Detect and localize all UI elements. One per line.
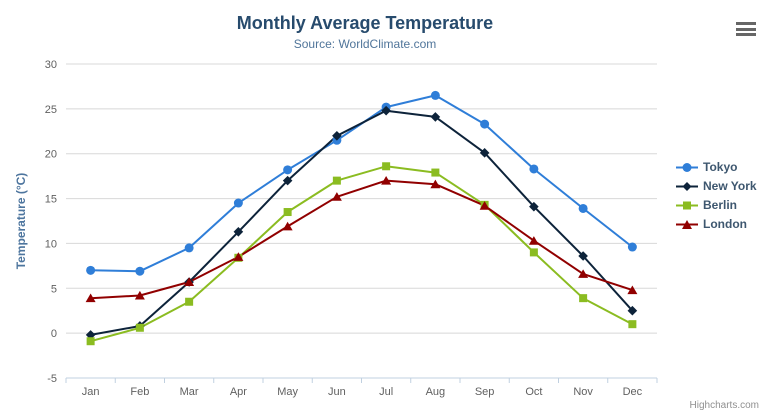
- y-axis-label: 30: [45, 59, 57, 71]
- y-axis-label: 15: [45, 194, 57, 206]
- hamburger-bar: [736, 22, 756, 25]
- data-point-tokyo-jan[interactable]: [86, 265, 96, 275]
- legend-symbol-diamond-icon: [676, 181, 698, 191]
- data-point-london-oct[interactable]: [528, 236, 539, 245]
- y-axis-label: 5: [51, 283, 57, 295]
- data-point-london-feb[interactable]: [134, 290, 145, 300]
- data-point-london-nov[interactable]: [578, 269, 589, 278]
- legend-item-new-york[interactable]: New York: [676, 179, 757, 193]
- x-axis-label-mar: Mar: [180, 386, 199, 398]
- x-axis-label-aug: Aug: [426, 386, 446, 398]
- data-point-new-york-dec[interactable]: [627, 305, 638, 316]
- legend-symbol-circle-icon: [676, 162, 698, 172]
- legend-label-berlin: Berlin: [703, 198, 738, 212]
- data-point-berlin-jul[interactable]: [382, 162, 391, 171]
- data-point-berlin-feb[interactable]: [135, 323, 144, 332]
- hamburger-bar: [736, 27, 756, 31]
- x-axis-label-feb: Feb: [130, 386, 149, 398]
- x-axis-label-may: May: [277, 386, 298, 398]
- y-axis-label: 10: [45, 238, 57, 250]
- data-point-tokyo-aug[interactable]: [430, 90, 440, 100]
- data-point-tokyo-nov[interactable]: [578, 203, 588, 213]
- legend-label-london: London: [703, 217, 747, 231]
- data-point-new-york-oct[interactable]: [529, 201, 539, 212]
- data-point-berlin-oct[interactable]: [529, 248, 538, 257]
- y-axis-label: -5: [47, 373, 57, 385]
- data-point-london-apr[interactable]: [233, 252, 244, 261]
- data-point-tokyo-dec[interactable]: [627, 242, 637, 252]
- legend-item-london[interactable]: London: [676, 217, 757, 231]
- legend: Tokyo New York Berlin London: [676, 160, 757, 231]
- legend-item-berlin[interactable]: Berlin: [676, 198, 757, 212]
- data-point-new-york-jan[interactable]: [85, 330, 96, 340]
- chart-title: Monthly Average Temperature: [236, 13, 494, 33]
- x-axis-label-jan: Jan: [82, 386, 100, 398]
- legend-symbol-triangle-icon: [676, 219, 698, 229]
- data-point-new-york-jun[interactable]: [332, 130, 342, 141]
- legend-label-new-york: New York: [703, 179, 757, 193]
- data-point-new-york-jul[interactable]: [381, 105, 391, 116]
- data-point-new-york-sep[interactable]: [479, 148, 490, 158]
- y-axis-title: Temperature (°C): [14, 173, 28, 270]
- x-axis-label-sep: Sep: [475, 386, 495, 398]
- x-axis-label-oct: Oct: [525, 386, 542, 398]
- data-point-tokyo-feb[interactable]: [135, 266, 145, 276]
- x-axis-label-apr: Apr: [230, 386, 247, 398]
- credits-link[interactable]: Highcharts.com: [689, 400, 759, 411]
- data-point-berlin-may[interactable]: [283, 208, 292, 217]
- y-axis-label: 0: [51, 328, 57, 340]
- x-axis-label-dec: Dec: [623, 386, 643, 398]
- series-line-tokyo: [89, 94, 634, 273]
- data-point-london-aug[interactable]: [430, 179, 441, 189]
- data-point-berlin-nov[interactable]: [579, 294, 588, 303]
- data-point-london-mar[interactable]: [184, 277, 195, 287]
- data-point-berlin-aug[interactable]: [431, 168, 440, 177]
- series-line-berlin: [89, 165, 634, 343]
- data-point-tokyo-sep[interactable]: [480, 119, 490, 129]
- data-point-london-sep[interactable]: [479, 201, 490, 210]
- hamburger-bar: [736, 33, 756, 36]
- data-point-london-dec[interactable]: [627, 285, 638, 295]
- y-axis-label: 25: [45, 104, 57, 116]
- x-axis-label-nov: Nov: [573, 386, 593, 398]
- data-point-tokyo-may[interactable]: [283, 165, 293, 175]
- series-line-new-york: [89, 109, 634, 336]
- data-point-new-york-aug[interactable]: [430, 112, 441, 122]
- x-axis-label-jul: Jul: [379, 386, 393, 398]
- data-point-berlin-mar[interactable]: [185, 297, 194, 306]
- x-axis-label-jun: Jun: [328, 386, 346, 398]
- data-point-berlin-jun[interactable]: [332, 176, 341, 185]
- legend-symbol-square-icon: [676, 201, 698, 209]
- data-point-tokyo-oct[interactable]: [529, 164, 539, 174]
- chart-subtitle: Source: WorldClimate.com: [293, 37, 437, 51]
- data-point-london-jun[interactable]: [331, 192, 342, 201]
- data-point-new-york-may[interactable]: [282, 175, 293, 186]
- legend-item-tokyo[interactable]: Tokyo: [676, 160, 757, 174]
- hamburger-menu-icon[interactable]: [734, 20, 758, 38]
- data-point-new-york-apr[interactable]: [233, 226, 244, 237]
- series-line-london: [89, 179, 634, 300]
- data-point-berlin-dec[interactable]: [628, 320, 637, 329]
- data-point-new-york-nov[interactable]: [578, 251, 588, 261]
- legend-label-tokyo: Tokyo: [703, 160, 738, 174]
- data-point-london-may[interactable]: [282, 221, 293, 231]
- data-point-tokyo-apr[interactable]: [233, 198, 243, 208]
- data-point-london-jan[interactable]: [85, 293, 96, 303]
- y-axis-label: 20: [45, 149, 57, 161]
- data-point-london-jul[interactable]: [381, 176, 392, 185]
- data-point-tokyo-mar[interactable]: [184, 243, 194, 253]
- data-point-berlin-jan[interactable]: [86, 337, 95, 346]
